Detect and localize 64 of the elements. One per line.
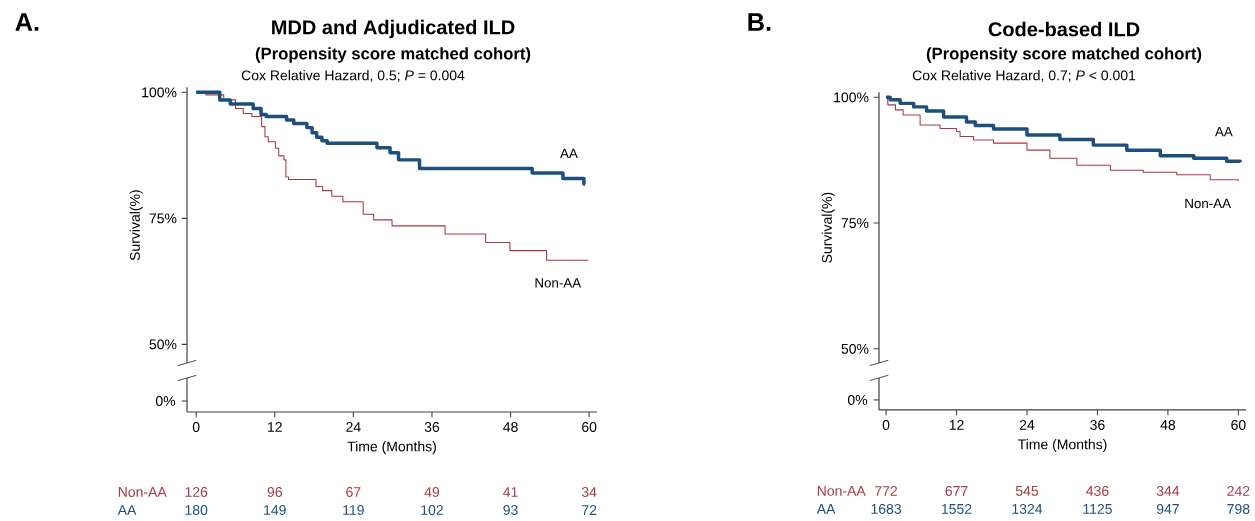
text: 1552 — [942, 503, 972, 514]
text: 67 — [346, 487, 361, 497]
x-tick-label: 0 — [882, 419, 890, 430]
text: AA — [117, 505, 137, 515]
text: 72 — [582, 505, 597, 515]
text: 0% — [155, 396, 176, 406]
x-tick-label: 36 — [1090, 419, 1105, 430]
x-tick-label: 24 — [1019, 419, 1035, 430]
text: Cox Relative Hazard, 0.5; P = 0.004 — [241, 70, 465, 82]
text: Non-AA — [118, 487, 167, 497]
text: 772 — [875, 486, 898, 496]
y-tick-label: 75% — [841, 218, 869, 229]
y-tick-label: 100% — [834, 92, 869, 103]
chart-title: Code-based ILD — [988, 21, 1140, 37]
text: Non-AA — [817, 486, 866, 496]
x-axis-title: Time (Months) — [347, 441, 436, 455]
x-axis-title: Time (Months) — [1017, 439, 1107, 453]
series-label: Non-AA — [1185, 198, 1231, 209]
text: Cox Relative Hazard, 0.7; P < 0.001 — [912, 70, 1136, 82]
text: 34 — [581, 487, 597, 497]
text: 436 — [1086, 485, 1109, 496]
x-tick-label: 48 — [503, 422, 518, 432]
chart-subtitle: (Propensity score matched cohort) — [255, 47, 531, 63]
text: 1324 — [1012, 503, 1043, 514]
text: 180 — [185, 505, 208, 515]
x-tick-label: 60 — [1231, 419, 1246, 430]
text: 545 — [1015, 486, 1039, 496]
text: 798 — [1227, 503, 1250, 514]
text: 1125 — [1083, 503, 1112, 514]
x-tick-label: 60 — [582, 422, 597, 432]
text: 96 — [267, 487, 282, 497]
text: 93 — [503, 505, 518, 515]
text: 0% — [847, 394, 868, 405]
text: 947 — [1156, 503, 1179, 514]
text: 41 — [503, 487, 518, 497]
text: A. — [15, 13, 39, 31]
text: 149 — [264, 505, 286, 515]
text: 49 — [424, 487, 440, 497]
text: 242 — [1227, 486, 1250, 496]
text: B. — [748, 13, 771, 31]
text: 677 — [945, 485, 968, 496]
series-label: AA — [560, 148, 578, 159]
y-axis-title: Survival(%) — [821, 192, 835, 263]
y-tick-label: 50% — [841, 343, 869, 354]
y-tick-label: 75% — [149, 213, 177, 224]
y-tick-label: 50% — [149, 339, 177, 350]
series-label: Non-AA — [535, 278, 582, 288]
text: 1683 — [871, 503, 902, 514]
chart-subtitle: (Propensity score matched cohort) — [926, 47, 1202, 63]
y-axis-title: Survival(%) — [129, 190, 143, 261]
text: AA — [816, 504, 836, 514]
x-tick-label: 36 — [424, 422, 440, 432]
text: 102 — [421, 505, 443, 515]
x-tick-label: 0 — [192, 422, 200, 432]
x-tick-label: 48 — [1160, 419, 1176, 430]
x-tick-label: 12 — [949, 419, 964, 430]
text: 344 — [1156, 485, 1180, 496]
x-tick-label: 24 — [346, 422, 361, 432]
text: 119 — [343, 505, 364, 515]
text: 126 — [185, 487, 208, 497]
chart-title: MDD and Adjudicated ILD — [272, 19, 515, 39]
series-label: AA — [1215, 126, 1233, 137]
y-tick-label: 100% — [142, 87, 177, 98]
x-tick-label: 12 — [268, 422, 282, 432]
